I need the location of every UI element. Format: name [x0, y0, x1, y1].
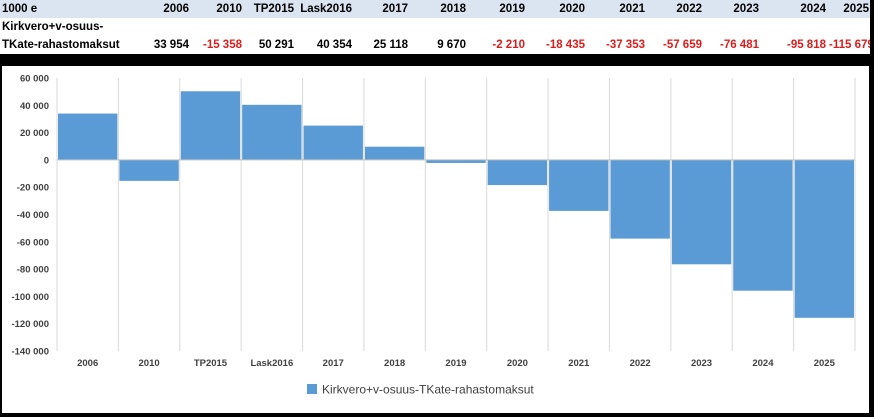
col-header: 2020 — [526, 0, 586, 18]
table-cell: 25 118 — [353, 36, 409, 56]
y-tick-label: 60 000 — [20, 74, 49, 85]
bar — [549, 159, 609, 211]
table-cell: -115 679 — [827, 36, 870, 56]
col-header: 2017 — [353, 0, 409, 18]
table-cell: -57 659 — [646, 36, 703, 56]
x-tick-label: 2018 — [384, 358, 405, 369]
y-tick-label: -60 000 — [17, 237, 49, 248]
x-tick-label: 2025 — [814, 358, 836, 369]
col-header: 2025 — [827, 0, 870, 18]
x-tick-label: 2020 — [507, 358, 528, 369]
x-tick-label: TP2015 — [194, 358, 228, 369]
table-cell: -18 435 — [526, 36, 586, 56]
table-row: TKate-rahastomaksut 33 954 -15 358 50 29… — [0, 36, 870, 56]
x-tick-label: 2022 — [630, 358, 651, 369]
row-label: Kirkvero+v-osuus- — [0, 18, 137, 36]
chart-area: 60 000 40 000 20 000 0 -20 000 -40 000 -60 000… — [2, 66, 869, 413]
y-tick-label: -100 000 — [11, 292, 49, 303]
y-tick-label: -20 000 — [17, 183, 49, 194]
row-label: TKate-rahastomaksut — [0, 36, 137, 56]
table-cell: -95 818 — [760, 36, 827, 56]
y-tick-label: 40 000 — [20, 101, 49, 112]
x-tick-label: 2017 — [323, 358, 344, 369]
bar-chart: 60 000 40 000 20 000 0 -20 000 -40 000 -60 000… — [11, 74, 856, 397]
y-tick-label: -140 000 — [11, 347, 49, 358]
x-tick-label: 2024 — [752, 358, 774, 369]
y-tick-label: -120 000 — [11, 319, 49, 330]
col-header: 2024 — [760, 0, 827, 18]
y-tick-label: 0 — [44, 155, 49, 166]
data-table-area: 1000 e 2006 2010 TP2015 Lask2016 2017 20… — [0, 0, 874, 60]
col-header: 2021 — [586, 0, 646, 18]
table-cell: -15 358 — [190, 36, 243, 56]
bar — [58, 113, 118, 160]
x-tick-label: 2010 — [139, 358, 160, 369]
table-cell: -76 481 — [703, 36, 760, 56]
x-tick-label: 2006 — [77, 358, 98, 369]
y-tick-label: 20 000 — [20, 128, 49, 139]
bar — [671, 159, 732, 265]
bar — [794, 159, 854, 318]
table-cell: 33 954 — [137, 36, 190, 56]
table-cell: 9 670 — [409, 36, 467, 56]
x-tick-label: Lask2016 — [250, 358, 293, 369]
bar — [303, 125, 363, 160]
bar — [733, 159, 793, 291]
bar — [119, 159, 179, 181]
bar — [364, 146, 425, 160]
bar — [180, 91, 241, 160]
col-header: 2022 — [646, 0, 703, 18]
table-cell: 50 291 — [243, 36, 295, 56]
col-header: TP2015 — [243, 0, 295, 18]
col-header: Lask2016 — [295, 0, 353, 18]
y-tick-label: -80 000 — [17, 265, 49, 276]
col-header: 2018 — [409, 0, 467, 18]
bar — [242, 104, 302, 160]
table-cell: -37 353 — [586, 36, 646, 56]
bar — [426, 159, 486, 163]
unit-label: 1000 e — [0, 0, 137, 18]
table-cell: 40 354 — [295, 36, 353, 56]
bar — [610, 159, 670, 239]
x-tick-label: 2019 — [445, 358, 466, 369]
bar — [487, 159, 548, 186]
col-header: 2023 — [703, 0, 760, 18]
col-header: 2019 — [467, 0, 526, 18]
legend-label: Kirkvero+v-osuus-TKate-rahastomaksut — [322, 383, 534, 397]
col-header: 2006 — [137, 0, 190, 18]
table-cell: -2 210 — [467, 36, 526, 56]
table-row: Kirkvero+v-osuus- — [0, 18, 870, 36]
legend-swatch — [307, 384, 317, 394]
table-header-row: 1000 e 2006 2010 TP2015 Lask2016 2017 20… — [0, 0, 870, 18]
y-tick-label: -40 000 — [17, 210, 49, 221]
x-tick-label: 2021 — [568, 358, 590, 369]
x-tick-label: 2023 — [691, 358, 712, 369]
data-table: 1000 e 2006 2010 TP2015 Lask2016 2017 20… — [0, 0, 870, 56]
col-header: 2010 — [190, 0, 243, 18]
